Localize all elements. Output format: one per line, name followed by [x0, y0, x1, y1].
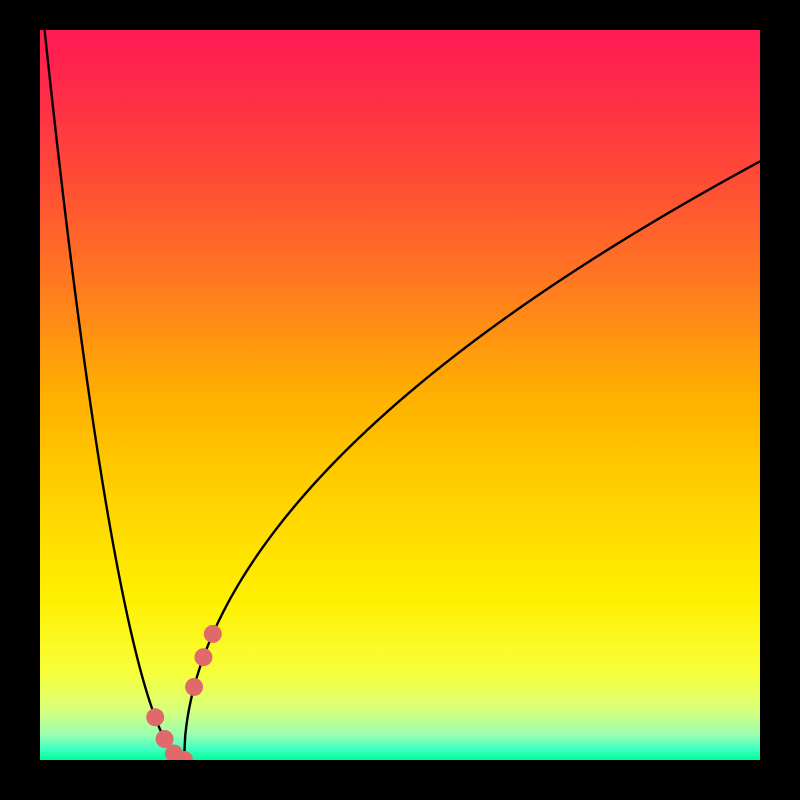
- plot-background: [40, 30, 760, 760]
- min-marker: [204, 625, 222, 643]
- min-marker: [194, 648, 212, 666]
- min-marker: [185, 678, 203, 696]
- min-marker: [146, 708, 164, 726]
- stage: TheBottleneck.com: [0, 0, 800, 800]
- bottleneck-chart: [0, 0, 800, 800]
